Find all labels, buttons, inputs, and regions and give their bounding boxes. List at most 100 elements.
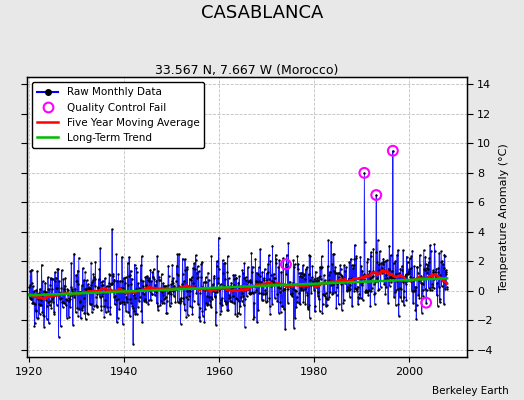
Point xyxy=(35,300,43,307)
Point xyxy=(405,268,413,274)
Point xyxy=(203,286,212,292)
Point xyxy=(345,287,353,293)
Point xyxy=(270,278,279,285)
Point xyxy=(160,283,169,289)
Point xyxy=(266,258,275,264)
Point xyxy=(326,268,334,275)
Point xyxy=(291,315,299,321)
Point xyxy=(353,287,361,294)
Point xyxy=(244,279,253,286)
Point xyxy=(406,255,414,262)
Point xyxy=(92,304,101,310)
Point xyxy=(357,263,365,269)
Point xyxy=(151,289,160,296)
Point xyxy=(432,274,440,280)
Point xyxy=(347,262,356,269)
Point xyxy=(303,304,312,310)
Point xyxy=(173,298,182,305)
Point xyxy=(224,275,233,281)
Point xyxy=(322,303,330,309)
Point xyxy=(318,253,326,260)
Point xyxy=(248,264,257,270)
Point xyxy=(257,279,265,285)
Point xyxy=(47,276,55,282)
Point xyxy=(429,269,437,275)
Point xyxy=(363,289,371,295)
Point xyxy=(288,293,297,300)
Point xyxy=(185,276,194,282)
Point xyxy=(46,281,54,288)
Point xyxy=(152,286,160,292)
Point xyxy=(234,283,242,289)
Point xyxy=(292,287,300,294)
Point xyxy=(414,292,422,298)
Point xyxy=(367,249,375,256)
Point xyxy=(332,292,341,298)
Point xyxy=(183,288,191,294)
Point xyxy=(267,278,276,284)
Point xyxy=(67,284,75,290)
Point xyxy=(315,308,324,314)
Point xyxy=(391,258,399,264)
Point xyxy=(80,310,89,316)
Point xyxy=(255,264,263,271)
Point xyxy=(135,286,144,293)
Point xyxy=(391,302,400,308)
Point xyxy=(135,284,143,291)
Point xyxy=(160,283,169,289)
Point xyxy=(397,286,406,292)
Point xyxy=(77,289,85,295)
Point xyxy=(378,270,386,276)
Point xyxy=(291,287,300,293)
Point xyxy=(95,294,104,300)
Point xyxy=(383,277,391,284)
Point xyxy=(226,298,234,304)
Point xyxy=(422,300,430,306)
Point xyxy=(51,269,59,276)
Point xyxy=(269,280,277,286)
Point xyxy=(214,280,222,286)
Point xyxy=(71,285,79,292)
Point xyxy=(271,274,279,281)
Point xyxy=(376,284,385,290)
Point xyxy=(261,287,269,293)
Point xyxy=(57,285,66,292)
Point xyxy=(353,286,362,292)
Point xyxy=(90,274,99,280)
Point xyxy=(87,259,95,266)
Point xyxy=(443,284,451,290)
Point xyxy=(79,295,88,302)
Point xyxy=(34,315,42,321)
Point xyxy=(57,294,65,301)
Point xyxy=(119,299,128,306)
Point xyxy=(265,295,274,301)
Point xyxy=(319,301,327,307)
Point xyxy=(78,307,86,314)
Point xyxy=(108,280,117,286)
Point xyxy=(442,267,450,274)
Point xyxy=(25,284,34,290)
Point xyxy=(422,286,431,293)
Point xyxy=(106,311,114,318)
Point xyxy=(140,291,148,297)
Point xyxy=(340,297,348,303)
Point xyxy=(335,270,344,276)
Point xyxy=(211,289,220,296)
Point xyxy=(305,302,313,308)
Point xyxy=(364,292,373,298)
Point xyxy=(63,314,71,321)
Point xyxy=(257,290,266,296)
Point xyxy=(153,253,161,259)
Point xyxy=(282,261,290,268)
Point xyxy=(253,319,261,325)
Point xyxy=(67,293,75,300)
Point xyxy=(430,241,439,247)
Point xyxy=(274,284,282,290)
Point xyxy=(159,292,167,298)
Point xyxy=(343,287,352,293)
Point xyxy=(69,291,78,297)
Point xyxy=(285,281,293,288)
Point xyxy=(165,287,173,293)
Point xyxy=(142,299,150,305)
Point xyxy=(290,264,299,270)
